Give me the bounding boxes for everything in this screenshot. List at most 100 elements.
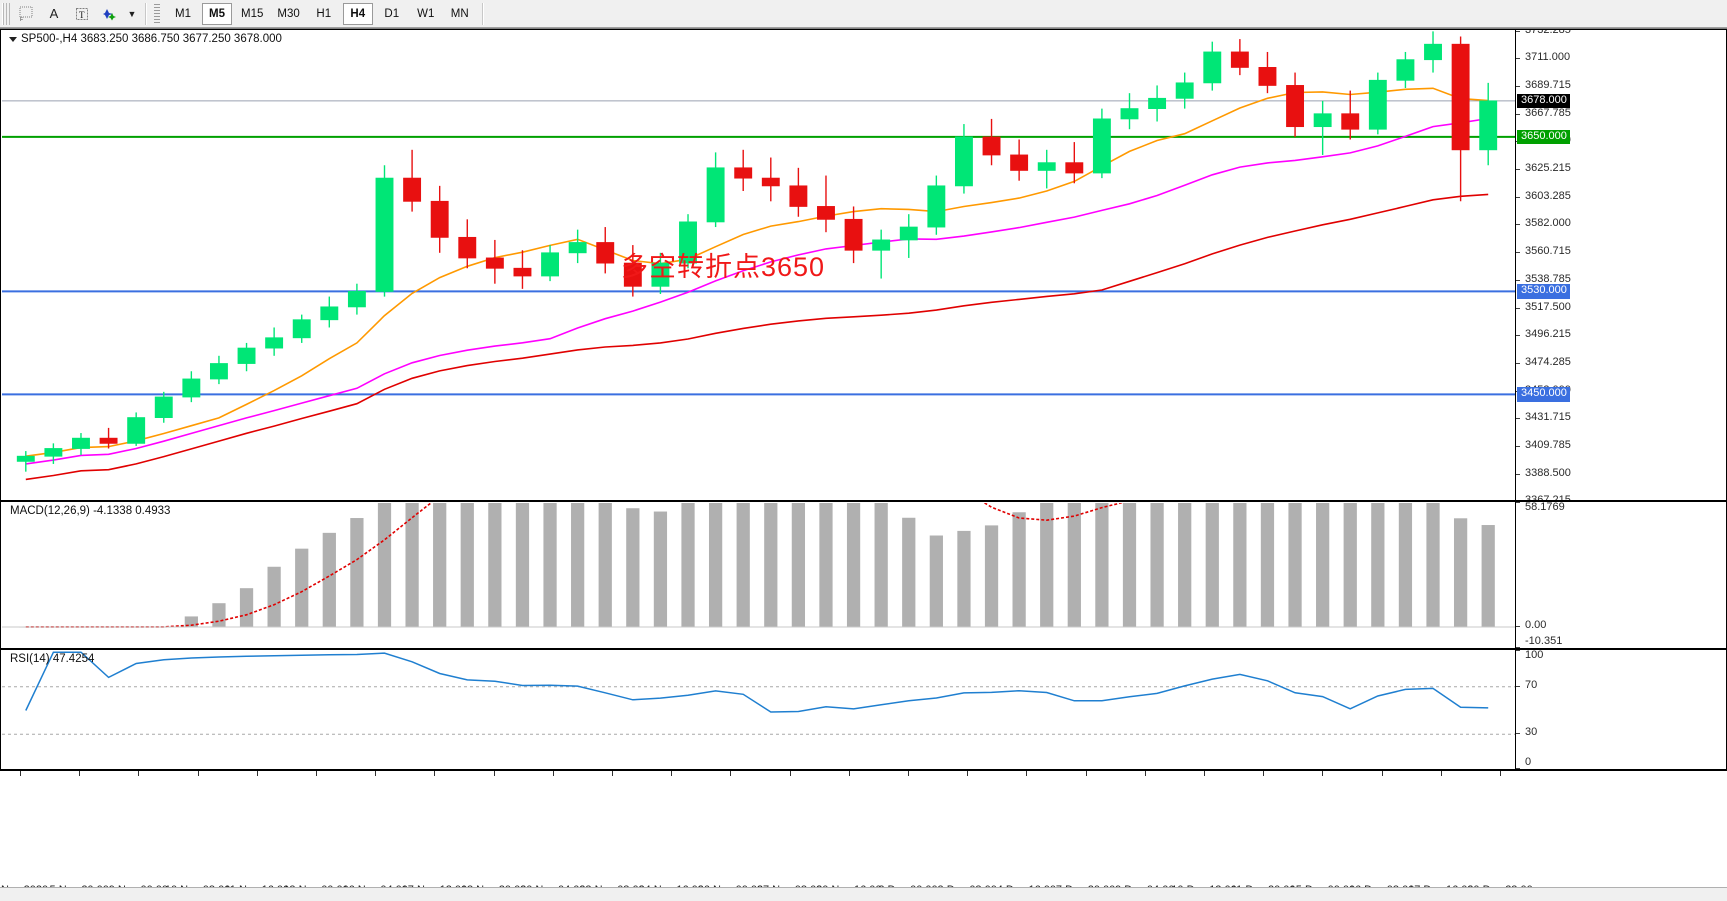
price-axis-label: 3689.715 — [1525, 78, 1571, 91]
time-axis-tick — [493, 771, 495, 776]
time-axis-tick — [434, 771, 436, 776]
timeframe-button-h1[interactable]: H1 — [316, 7, 332, 20]
price-axis-label: 3625.215 — [1525, 161, 1571, 174]
svg-text:T: T — [79, 10, 85, 20]
timeframe-button-d1[interactable]: D1 — [384, 7, 400, 20]
timeframe-toolbar-grip[interactable] — [154, 3, 160, 24]
rsi-axis-label: 30 — [1525, 726, 1538, 739]
price-axis-tick — [1516, 446, 1520, 448]
price-axis-label: 3517.500 — [1525, 300, 1571, 313]
time-axis-tick — [671, 771, 673, 776]
toolbar-grip[interactable] — [2, 2, 10, 25]
price-axis-tick — [1516, 31, 1520, 32]
price-axis-label: 3582.000 — [1525, 217, 1571, 230]
timeframe-button-m15[interactable]: M15 — [241, 7, 264, 20]
chart-annotation-text: 多空转折点3650 — [621, 252, 826, 282]
price-axis-label: 3603.285 — [1525, 190, 1571, 203]
price-axis-label: 3711.000 — [1525, 51, 1571, 64]
price-axis-tick — [1516, 363, 1520, 365]
time-axis-tick — [1500, 771, 1501, 776]
time-axis-tick — [1144, 771, 1146, 776]
time-axis-tick — [20, 771, 21, 776]
symbol-collapse-icon[interactable] — [9, 37, 17, 42]
dropdown-arrow-icon[interactable]: ▼ — [127, 8, 137, 19]
price-axis-tick — [1516, 334, 1520, 336]
chart-area[interactable]: SP500-,H4 3683.250 3686.750 3677.250 367… — [0, 28, 1727, 901]
price-axis-label: 3560.715 — [1525, 244, 1571, 257]
macd-axis-label: 0.00 — [1525, 618, 1547, 631]
time-axis-tick — [789, 771, 791, 776]
timeframe-button-m1[interactable]: M1 — [175, 7, 191, 20]
rsi-axis-label: 70 — [1525, 678, 1538, 691]
price-tag-level-blue: 3450.000 — [1517, 387, 1570, 402]
rsi-axis[interactable]: 100 70 30 0 — [1515, 650, 1726, 769]
rsi-axis-label: 0 — [1525, 756, 1532, 768]
price-axis-tick — [1516, 58, 1520, 60]
time-axis-tick — [316, 771, 317, 776]
macd-plot-canvas[interactable] — [2, 503, 1515, 648]
rsi-axis-tick — [1516, 768, 1520, 769]
timeframe-button-mn[interactable]: MN — [450, 7, 469, 20]
toolbar-separator — [145, 2, 147, 25]
rsi-axis-tick — [1516, 733, 1520, 735]
timeframe-button-group: M1 M5 M15 M30 H1 H4 D1 W1 MN — [166, 0, 477, 28]
time-axis-tick — [612, 771, 613, 776]
text-object-icon[interactable]: T — [69, 2, 95, 26]
macd-header-label: MACD(12,26,9) -4.1338 0.4933 — [10, 505, 171, 517]
time-axis[interactable]: 4 Nov 20205 Nov 20:009 Nov 00:0010 Nov 0… — [0, 770, 1727, 901]
price-pane[interactable]: SP500-,H4 3683.250 3686.750 3677.250 367… — [0, 29, 1727, 501]
text-label-icon[interactable]: A — [49, 6, 59, 21]
rsi-axis-label: 100 — [1525, 649, 1544, 661]
price-axis-label: 3667.785 — [1525, 107, 1571, 120]
time-axis-tick — [1263, 771, 1265, 776]
price-axis-tick — [1516, 114, 1520, 116]
main-toolbar: F A T ▼ M1 M5 M15 M30 H1 H4 D1 W1 MN — [0, 0, 1727, 28]
time-axis-tick — [730, 771, 732, 776]
price-axis-label: 3431.715 — [1525, 410, 1571, 423]
price-axis-tick — [1516, 417, 1520, 419]
time-axis-tick — [1381, 771, 1383, 776]
time-axis-tick — [1440, 771, 1442, 776]
price-axis-label: 3474.285 — [1525, 356, 1571, 369]
price-axis-label: 3732.285 — [1525, 29, 1571, 36]
time-axis-tick — [138, 771, 140, 776]
rsi-plot-canvas[interactable] — [2, 651, 1515, 769]
timeframe-button-m5[interactable]: M5 — [202, 2, 232, 25]
svg-text:F: F — [20, 17, 23, 21]
price-tag-level-blue: 3530.000 — [1517, 284, 1570, 299]
toolbar-separator-2 — [481, 2, 484, 25]
macd-axis-tick — [1516, 647, 1520, 648]
rsi-axis-tick — [1516, 650, 1520, 651]
price-axis-tick — [1516, 224, 1520, 226]
crosshair-grid-icon[interactable]: F — [13, 2, 39, 26]
price-axis-tick — [1516, 197, 1520, 199]
price-axis-tick — [1516, 251, 1520, 253]
timeframe-button-h4[interactable]: H4 — [342, 2, 373, 25]
price-axis-tick — [1516, 307, 1520, 309]
rsi-pane[interactable]: RSI(14) 47.4254 100 70 30 0 — [0, 649, 1727, 770]
macd-axis-label: -10.351 — [1525, 635, 1563, 647]
timeframe-button-m30[interactable]: M30 — [277, 7, 300, 20]
time-axis-tick — [256, 771, 258, 776]
rsi-header-label: RSI(14) 47.4254 — [10, 653, 95, 665]
price-axis-label: 3409.785 — [1525, 439, 1571, 452]
time-axis-tick — [1204, 771, 1205, 776]
indicators-icon[interactable] — [97, 2, 123, 26]
price-axis-tick — [1516, 280, 1520, 282]
price-axis-tick — [1516, 473, 1520, 475]
macd-axis-tick — [1516, 625, 1520, 627]
price-axis-tick — [1516, 85, 1520, 87]
price-axis-label: 3388.500 — [1525, 466, 1571, 479]
price-axis-label: 3538.785 — [1525, 273, 1571, 286]
symbol-header-label: SP500-,H4 3683.250 3686.750 3677.250 367… — [21, 33, 282, 45]
time-axis-tick — [848, 771, 850, 776]
time-axis-tick — [1026, 771, 1028, 776]
price-axis[interactable]: 3732.2853711.0003689.7153667.7853646.500… — [1515, 30, 1726, 500]
macd-pane[interactable]: MACD(12,26,9) -4.1338 0.4933 58.1769 0.00… — [0, 501, 1727, 649]
timeframe-button-w1[interactable]: W1 — [417, 7, 435, 20]
price-plot-canvas[interactable] — [2, 31, 1515, 500]
macd-axis-tick — [1516, 502, 1520, 503]
price-tag-last-price: 3678.000 — [1517, 93, 1570, 109]
macd-axis[interactable]: 58.1769 0.00 -10.351 — [1515, 502, 1726, 648]
